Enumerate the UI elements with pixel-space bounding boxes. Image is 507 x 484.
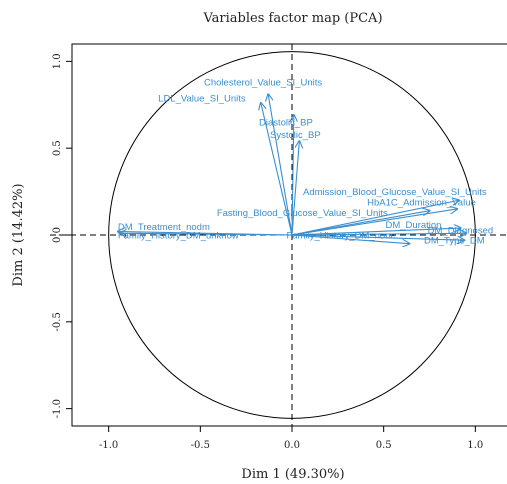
variable-arrow: [291, 233, 466, 235]
variable-arrow: [291, 234, 464, 240]
variable-arrow: [291, 234, 409, 244]
variable-arrow: [292, 115, 294, 236]
variable-label: Family_History_DM_none: [287, 230, 396, 241]
variable-label: Diastolic_BP: [259, 118, 313, 129]
y-axis: -1.0 -0.5 0.0 0.5 1.0: [52, 53, 73, 418]
variable-label: DM_Type_DM: [424, 236, 485, 247]
variable-label: Fasting_Blood_Glucose_Value_SI_Units: [217, 208, 388, 219]
variable-arrow: [291, 211, 430, 236]
x-tick-label: 0.5: [376, 440, 392, 451]
variable-label: DM_Treatment_nodm: [118, 222, 210, 233]
x-axis-label: Dim 1 (49.30%): [241, 467, 344, 482]
y-axis-label: Dim 2 (14.42%): [11, 183, 26, 286]
y-tick-label: 0.5: [52, 140, 63, 156]
variable-label: DM_Diagnosed: [428, 225, 493, 236]
x-axis: -1.0 -0.5 0.0 0.5 1.0: [99, 425, 483, 451]
variable-arrow: [291, 141, 299, 236]
x-tick-label: 1.0: [467, 440, 483, 451]
variable-arrow: [261, 103, 293, 236]
variable-arrow: [291, 200, 459, 236]
chart-title: Variables factor map (PCA): [202, 11, 382, 26]
variable-labels: Cholesterol_Value_SI_Units LDL_Value_SI_U…: [118, 78, 493, 247]
y-tick-label: 0.0: [52, 227, 63, 243]
variable-arrow: [291, 228, 461, 236]
x-tick-label: -0.5: [191, 440, 210, 451]
variable-label: LDL_Value_SI_Units: [158, 93, 246, 104]
variable-arrows: [118, 94, 466, 243]
variable-label: Systolic_BP: [270, 130, 321, 141]
variable-label: DM_Duration: [386, 220, 442, 231]
variable-arrow: [268, 94, 293, 236]
variable-label: Admission_Blood_Glucose_Value_SI_Units: [303, 187, 487, 198]
y-tick-label: 1.0: [52, 53, 63, 69]
variable-label: HbA1C_Admission_Value: [367, 197, 476, 208]
y-tick-label: -1.0: [52, 399, 63, 418]
variable-label: Family_History_DM_unknow: [118, 230, 239, 241]
y-tick-label: -0.5: [52, 312, 63, 331]
variable-arrow: [120, 233, 293, 235]
variable-label: Cholesterol_Value_SI_Units: [204, 78, 322, 89]
x-tick-label: 0.0: [284, 440, 300, 451]
x-tick-label: -1.0: [99, 440, 118, 451]
